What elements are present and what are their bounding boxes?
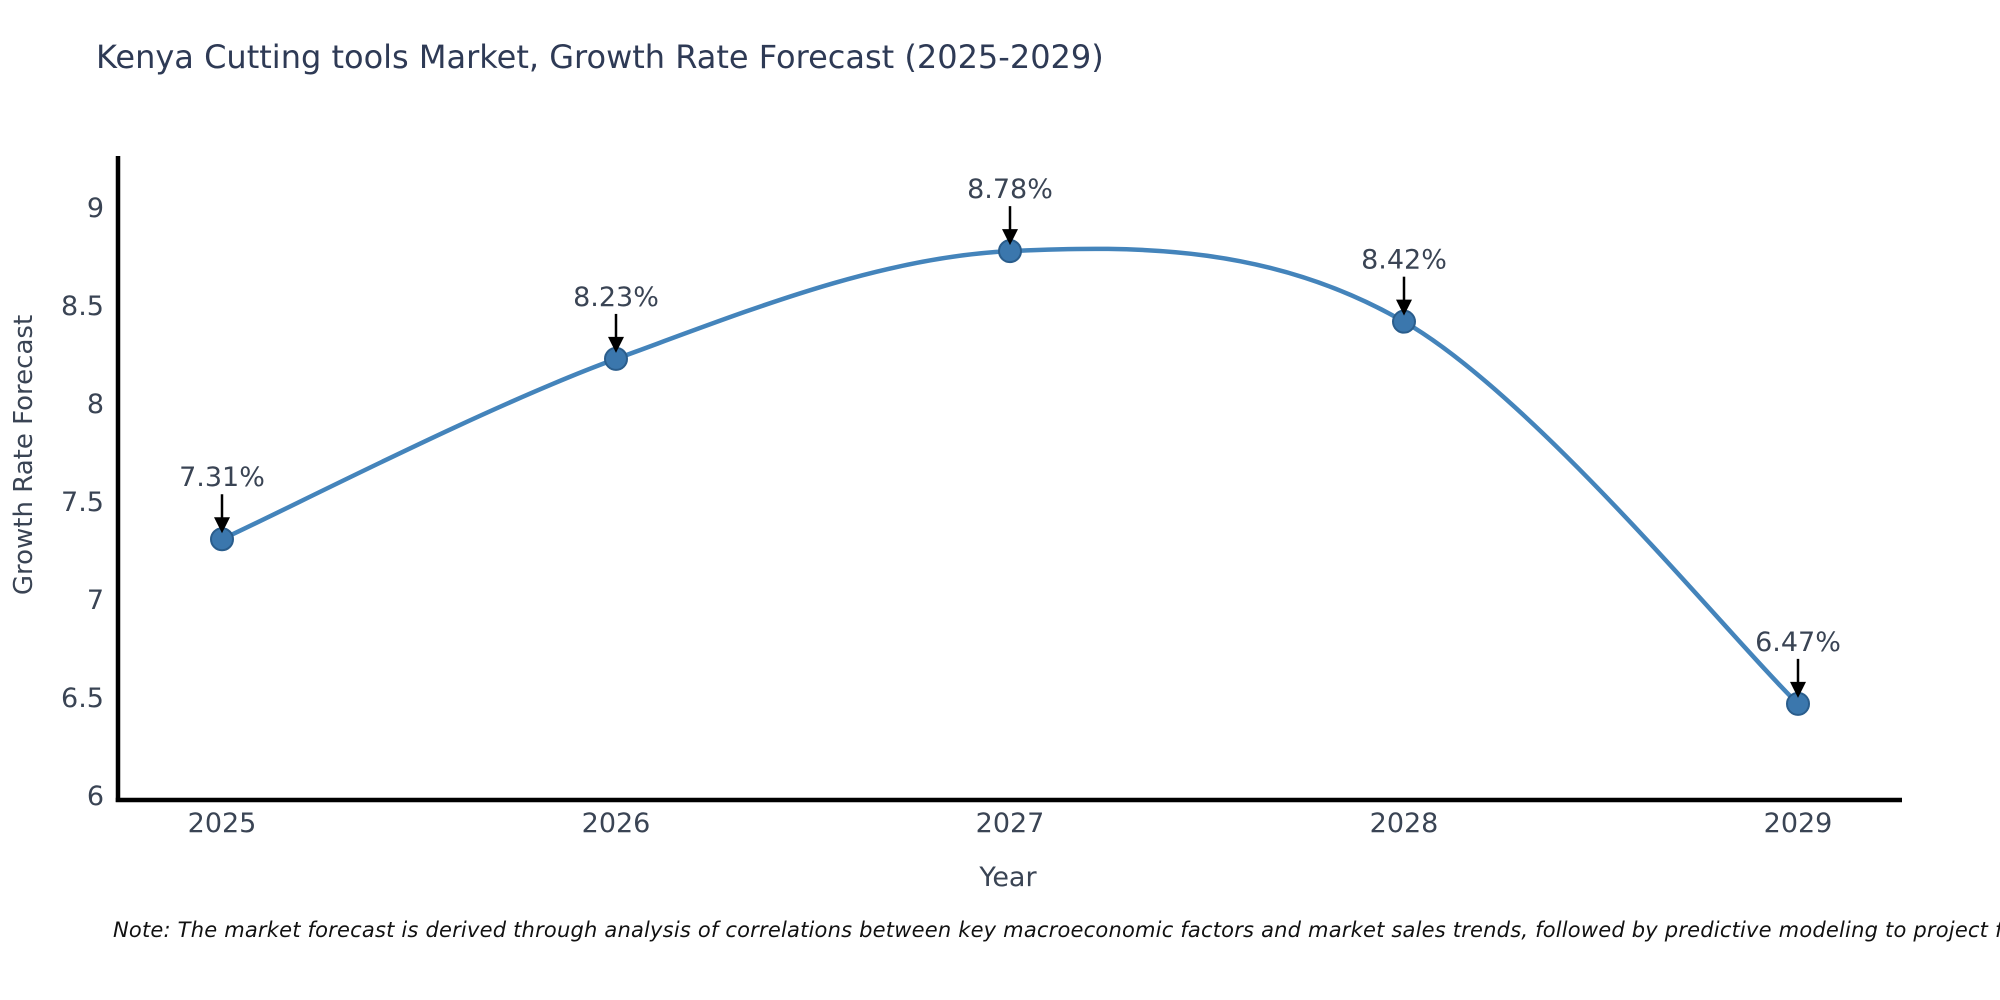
point-value-label: 7.31%	[179, 462, 265, 493]
annotation-arrow-head	[608, 336, 624, 353]
annotation-arrow-head	[1790, 681, 1806, 698]
chart-title: Kenya Cutting tools Market, Growth Rate …	[96, 38, 1104, 76]
y-tick-label: 8	[87, 389, 104, 420]
y-tick-labels: 6 6.5 7 7.5 8 8.5 9	[61, 193, 104, 812]
annotation-arrow-head	[214, 517, 230, 534]
point-value-label: 6.47%	[1755, 627, 1841, 658]
annotation-arrow-head	[1396, 299, 1412, 316]
point-value-label: 8.78%	[967, 174, 1053, 205]
data-point-markers	[210, 239, 1810, 716]
y-tick-label: 7	[87, 585, 104, 616]
x-tick-label: 2027	[976, 808, 1045, 839]
x-tick-label: 2026	[582, 808, 651, 839]
y-tick-label: 8.5	[61, 291, 104, 322]
forecast-line-series	[219, 246, 1801, 707]
annotation-arrow-head	[1002, 229, 1018, 246]
point-value-label: 8.23%	[573, 282, 659, 313]
x-tick-label: 2028	[1370, 808, 1439, 839]
y-tick-label: 6.5	[61, 683, 104, 714]
y-tick-label: 7.5	[61, 487, 104, 518]
x-axis-label: Year	[978, 862, 1037, 893]
x-tick-labels: 2025 2026 2027 2028 2029	[188, 808, 1833, 839]
point-value-label: 8.42%	[1361, 245, 1447, 276]
footnote: Note: The market forecast is derived thr…	[113, 918, 2000, 942]
x-tick-label: 2025	[188, 808, 257, 839]
y-axis-label: Growth Rate Forecast	[9, 315, 39, 595]
y-tick-label: 9	[87, 193, 104, 224]
x-tick-label: 2029	[1764, 808, 1833, 839]
point-annotations: 7.31% 8.23% 8.78% 8.42% 6.47%	[179, 174, 1841, 698]
y-tick-label: 6	[87, 781, 104, 812]
